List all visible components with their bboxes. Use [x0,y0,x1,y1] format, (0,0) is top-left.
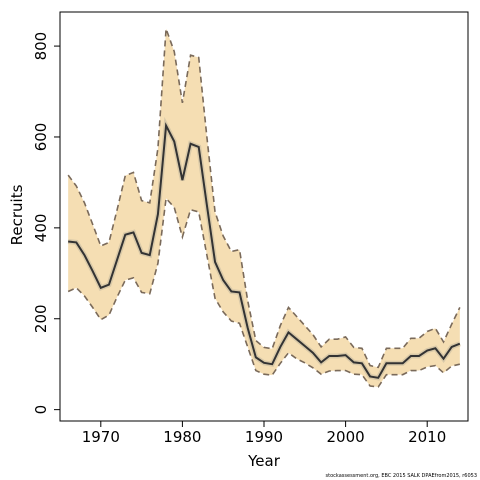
footnote: stockassessment.org, EBC 2015 SALK DPAEf… [326,473,477,479]
y-tick-label-800: 800 [32,32,50,61]
y-tick-label-600: 600 [32,123,50,152]
y-axis-title: Recruits [8,184,26,245]
median-line [68,122,461,379]
x-tick-label-1990: 1990 [245,428,283,446]
x-tick-label-1980: 1980 [163,428,201,446]
y-tick-label-200: 200 [32,304,50,333]
x-tick-label-1970: 1970 [82,428,120,446]
confidence-band [68,28,460,387]
x-tick-label-2000: 2000 [327,428,365,446]
y-axis: 0 200 400 600 800 [32,32,61,415]
y-tick-label-0: 0 [32,405,50,415]
x-tick-label-2010: 2010 [408,428,446,446]
upper-bound-line [67,28,461,369]
x-axis-title: Year [247,452,281,470]
y-tick-label-400: 400 [32,214,50,243]
x-axis: 1970 1980 1990 2000 2010 [82,420,446,446]
lower-bound-line [67,196,461,388]
